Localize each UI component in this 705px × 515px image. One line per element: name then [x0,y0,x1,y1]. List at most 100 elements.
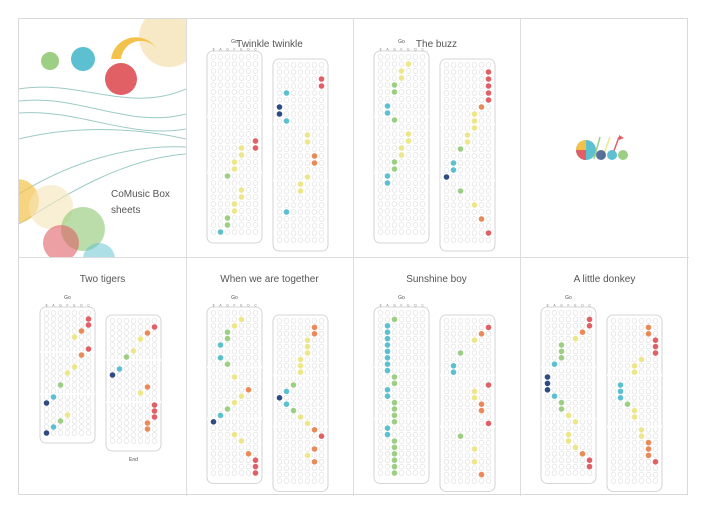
note-dot [78,352,85,358]
hole [276,356,283,363]
hole [318,478,325,484]
hole [412,89,419,95]
hole [645,388,652,395]
hole [398,201,405,207]
hole [443,331,450,337]
hole [412,419,419,425]
hole [151,426,158,432]
note-dot [245,387,252,393]
hole [398,187,405,193]
cover-title: CoMusic Box sheets [111,187,170,219]
hole [565,316,572,323]
note-dot [384,361,391,367]
hole [579,387,586,393]
hole [231,131,238,137]
hole [419,208,426,214]
hole [384,131,391,137]
note-dot [391,444,398,451]
hole [443,139,450,145]
hole [471,139,478,145]
note-name-label: E [407,48,409,52]
hole [116,342,123,348]
hole [398,335,405,342]
hole [377,124,384,130]
hole [464,195,471,201]
hole [405,124,412,130]
hole [304,181,311,187]
hole [419,310,426,316]
hole [297,382,304,388]
hole [405,208,412,214]
hole [419,180,426,186]
note-dot [551,393,558,399]
hole [457,174,464,180]
hole [290,104,297,110]
hole [485,132,492,138]
hole [123,342,130,348]
hole [283,146,290,152]
hole [64,364,71,370]
hole [377,323,384,329]
hole [391,75,398,81]
hole [645,356,652,363]
hole [217,180,224,186]
note-dot [384,173,391,179]
hole [43,424,50,430]
hole [318,132,325,138]
note-name-label: 8 [547,304,549,308]
hole [558,425,565,431]
hole [544,367,551,374]
hole [638,363,645,369]
hole [384,419,391,425]
hole [276,388,283,395]
hole [405,419,412,425]
hole [276,209,283,215]
hole [224,152,231,158]
hole [137,402,144,408]
hole [384,399,391,406]
hole [443,318,450,324]
hole [478,188,485,194]
hole [50,388,57,394]
hole [231,110,238,116]
hole [252,180,259,186]
hole [457,209,464,215]
hole [412,329,419,335]
logo-panel [520,19,689,257]
hole [245,96,252,102]
note-name-label: D [414,48,417,52]
hole [283,459,290,465]
hole [457,167,464,173]
hole [631,433,638,439]
hole [252,61,259,67]
note-dot [318,433,325,439]
hole [419,173,426,179]
hole [478,427,485,433]
hole [377,180,384,186]
hole [377,412,384,419]
hole [631,401,638,407]
hole [276,62,283,68]
hole [224,444,231,451]
hole [71,328,78,334]
hole [377,374,384,380]
hole [276,160,283,166]
hole [245,89,252,95]
hole [252,367,259,374]
hole [631,439,638,446]
hole [450,174,457,180]
note-dot [471,125,478,131]
hole [558,374,565,380]
hole [412,367,419,374]
note-name-label: 8 [46,304,48,308]
hole [43,346,50,352]
hole [645,407,652,414]
hole [579,399,586,406]
note-dot [130,348,137,354]
note-dot [245,451,252,457]
hole [137,330,144,336]
hole [645,471,652,478]
hole [624,363,631,369]
hole [283,337,290,343]
hole [57,346,64,352]
